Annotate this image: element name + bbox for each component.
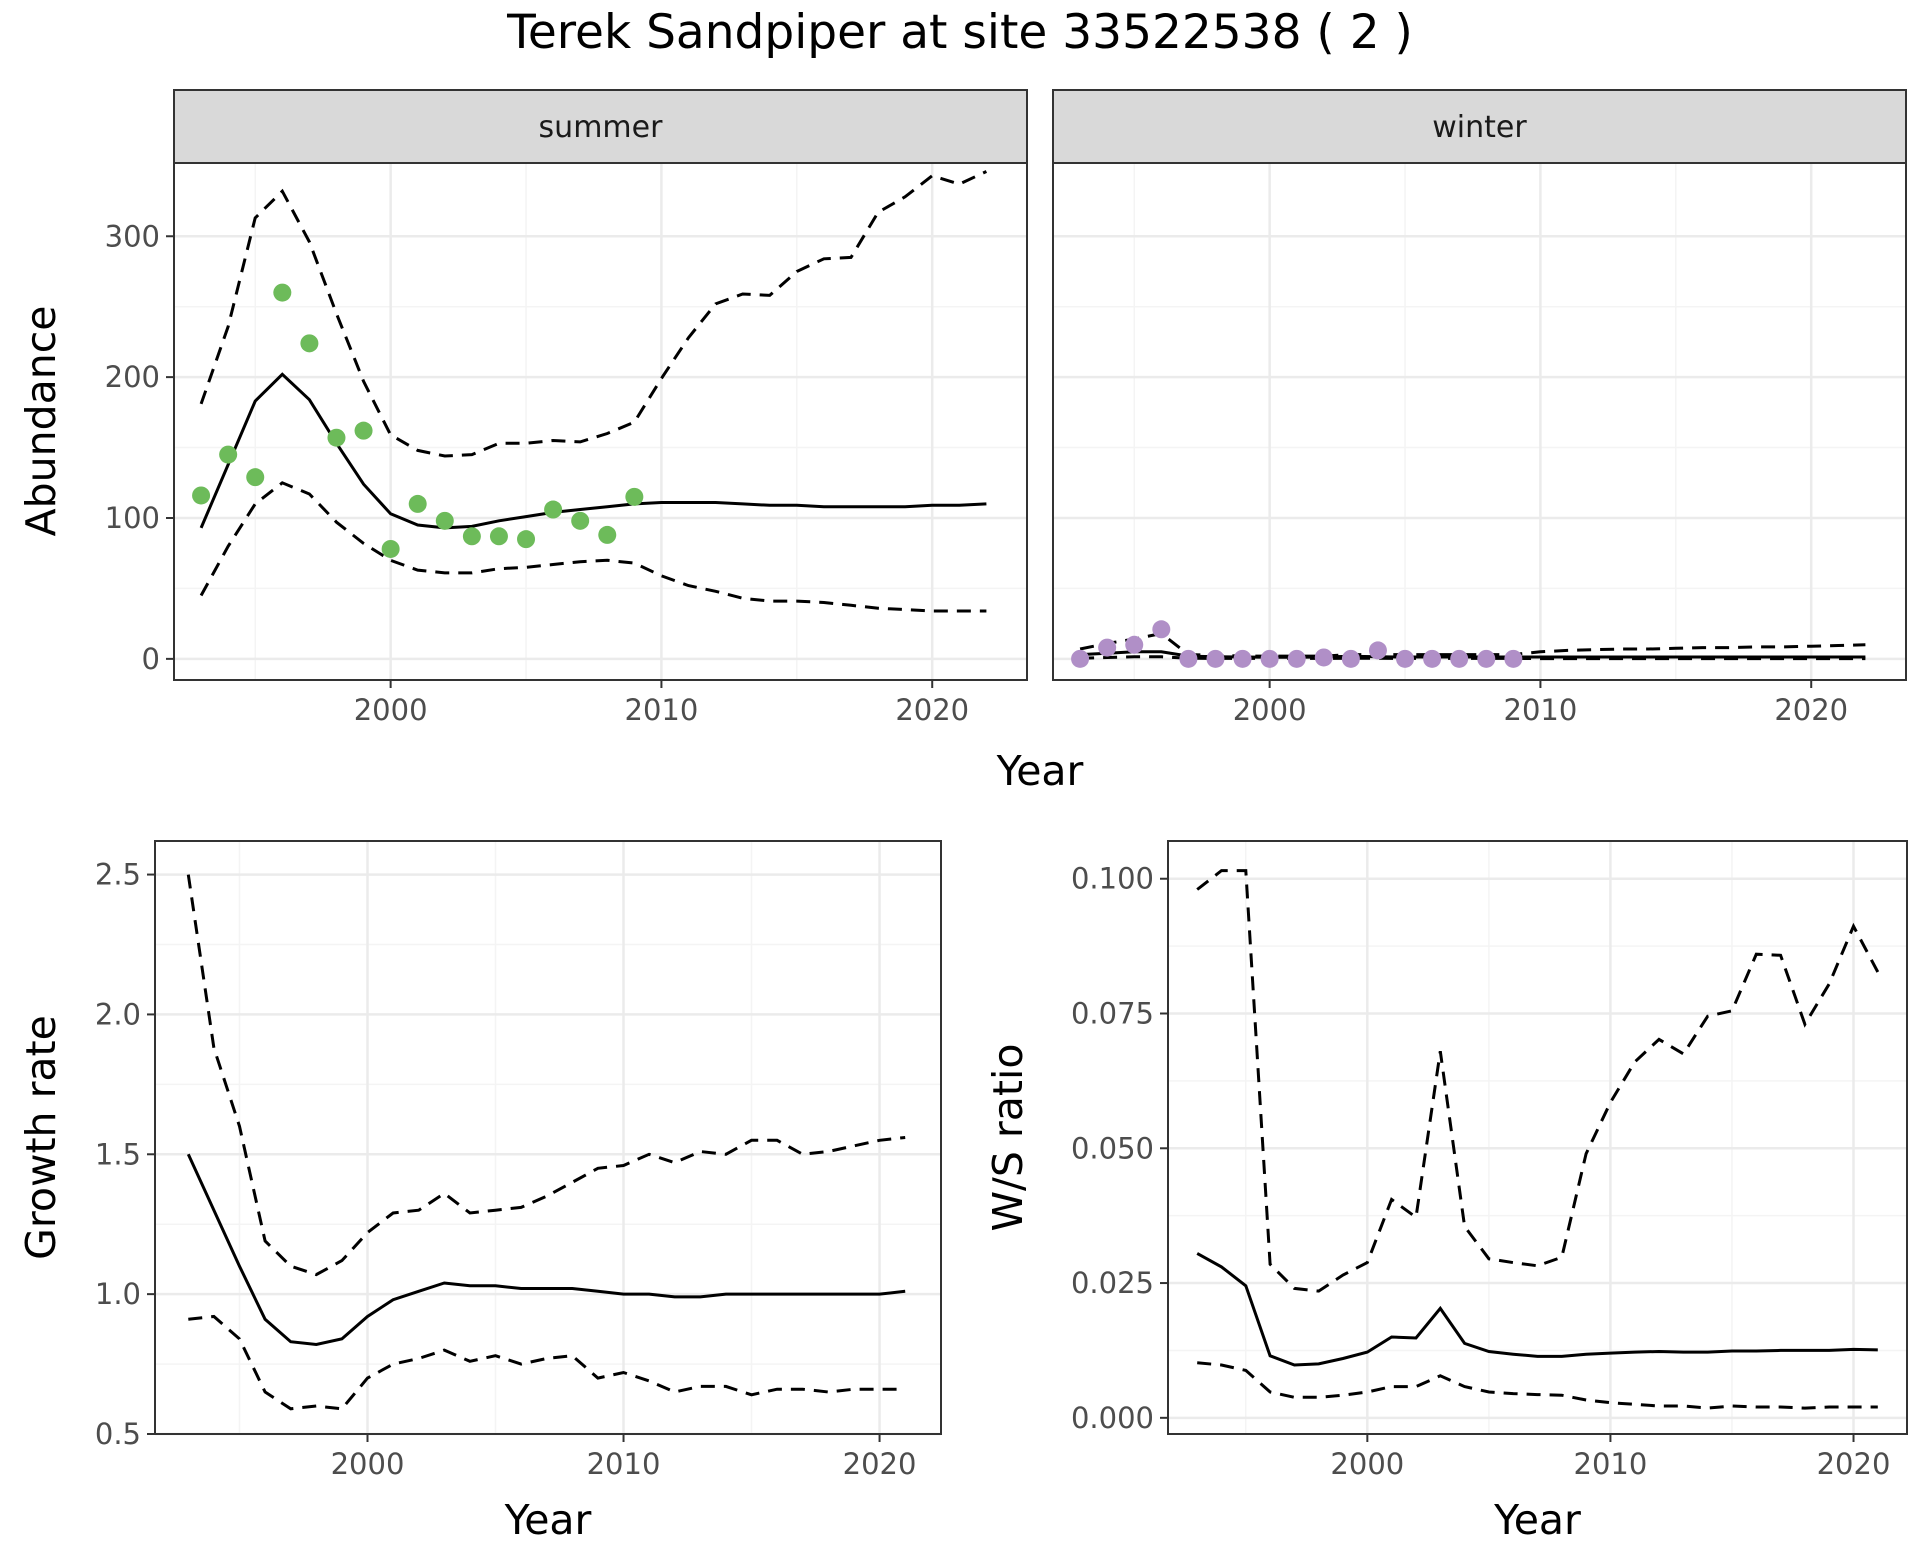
abundance-winter-observed-point	[1287, 649, 1306, 668]
abundance-summer-lower-bound-line	[199, 481, 987, 613]
abundance-winter-observed-point	[1341, 649, 1360, 668]
growth-y-axis-title: Growth rate	[17, 1015, 65, 1260]
abundance-winter-observed-point	[1071, 649, 1090, 668]
growth-lower-bound-line	[188, 1314, 906, 1411]
ratio-y-tick-label: 0.075	[1071, 997, 1154, 1031]
ratio-y-tick-label: 0.050	[1071, 1131, 1154, 1165]
abundance-summer-x-tick-label: 2010	[625, 693, 699, 727]
abundance-summer-observed-point	[571, 511, 590, 530]
growth-y-tick-label: 2.5	[95, 858, 141, 892]
abundance-summer-observed-point	[381, 539, 400, 558]
ratio-y-tick-label: 0.000	[1071, 1401, 1154, 1435]
ratio-y-tick-label: 0.025	[1071, 1266, 1154, 1300]
abundance-winter-x-tick-label: 2000	[1233, 693, 1307, 727]
abundance-summer-x-tick-label: 2000	[354, 693, 428, 727]
abundance-summer-observed-point	[192, 486, 211, 505]
abundance-winter-observed-point	[1504, 649, 1523, 668]
abundance-summer-x-tick-label: 2020	[895, 693, 969, 727]
abundance-winter-observed-point	[1450, 649, 1469, 668]
abundance-winter-observed-point	[1368, 641, 1387, 660]
abundance-winter-observed-point	[1098, 638, 1117, 657]
abundance-winter-strip	[1052, 89, 1907, 164]
abundance-winter-panel: winter 2000 2010 2020	[1052, 89, 1907, 727]
abundance-winter-background	[1053, 163, 1906, 680]
abundance-summer-observed-point	[462, 527, 481, 546]
abundance-winter-observed-point	[1477, 649, 1496, 668]
abundance-y-axis-title: Abundance	[17, 306, 65, 537]
abundance-summer-observed-point	[408, 494, 427, 513]
abundance-winter-x-tick-label: 2020	[1774, 693, 1848, 727]
growth-estimate-line	[186, 1153, 906, 1347]
abundance-winter-observed-point	[1423, 649, 1442, 668]
ratio-estimate-line	[1196, 1252, 1878, 1367]
abundance-winter-observed-point	[1260, 649, 1279, 668]
abundance-x-axis-title: Year	[996, 747, 1084, 795]
ratio-x-tick-label: 2000	[1330, 1447, 1404, 1481]
growth-y-tick-label: 1.5	[95, 1137, 141, 1171]
abundance-summer-strip-label: summer	[539, 110, 664, 145]
ratio-x-tick-label: 2010	[1574, 1447, 1648, 1481]
growth-background	[155, 841, 941, 1434]
abundance-summer-observed-point	[246, 468, 265, 487]
abundance-summer-observed-point	[544, 500, 563, 519]
abundance-winter-observed-point	[1396, 649, 1415, 668]
abundance-summer-background	[174, 163, 1027, 680]
abundance-summer-observed-point	[517, 530, 536, 549]
growth-border	[154, 840, 942, 1435]
abundance-summer-observed-point	[489, 527, 508, 546]
abundance-y-tick-label: 100	[105, 501, 160, 535]
growth-x-tick-label: 2000	[331, 1447, 405, 1481]
growth-x-axis-title: Year	[504, 1496, 592, 1544]
ratio-y-axis-title: W/S ratio	[984, 1044, 1032, 1232]
ratio-lower-bound-line	[1197, 1361, 1878, 1410]
abundance-winter-observed-point	[1314, 648, 1333, 667]
ratio-y-tick-label: 0.100	[1071, 862, 1154, 896]
abundance-summer-observed-point	[300, 334, 319, 353]
abundance-winter-observed-point	[1125, 635, 1144, 654]
ratio-x-axis-title: Year	[1493, 1496, 1581, 1544]
abundance-summer-observed-point	[327, 428, 346, 447]
abundance-y-tick-label: 300	[105, 219, 160, 253]
ratio-border	[1167, 840, 1908, 1435]
growth-x-tick-label: 2020	[843, 1447, 917, 1481]
growth-y-tick-label: 1.0	[95, 1277, 141, 1311]
abundance-summer-upper-bound-line	[199, 170, 988, 458]
ratio-background	[1168, 841, 1907, 1434]
abundance-y-tick-label: 0	[142, 642, 160, 676]
abundance-summer-observed-point	[598, 525, 617, 544]
growth-chart: 2000 2010 2020 0.5 1.0 1.5 2.0 2.5 Year Growth ra…	[17, 840, 942, 1544]
abundance-summer-observed-point	[435, 511, 454, 530]
growth-y-tick-label: 0.5	[95, 1417, 141, 1451]
ratio-chart: 2000 2010 2020 0.000 0.025 0.050 0.075 0.100 Yea…	[984, 840, 1908, 1544]
abundance-winter-x-tick-label: 2010	[1504, 693, 1578, 727]
figure-title: Terek Sandpiper at site 33522538 ( 2 )	[506, 5, 1413, 60]
ratio-x-tick-label: 2020	[1817, 1447, 1891, 1481]
abundance-y-tick-label: 200	[105, 360, 160, 394]
growth-x-tick-label: 2010	[587, 1447, 661, 1481]
abundance-summer-observed-point	[354, 421, 373, 440]
growth-y-tick-label: 2.0	[95, 997, 141, 1031]
abundance-winter-observed-point	[1179, 649, 1198, 668]
abundance-summer-observed-point	[219, 445, 238, 464]
abundance-winter-observed-point	[1152, 620, 1171, 639]
abundance-summer-strip	[173, 89, 1028, 164]
abundance-summer-observed-point	[625, 487, 644, 506]
abundance-winter-strip-label: winter	[1432, 110, 1527, 145]
abundance-summer-observed-point	[273, 283, 292, 302]
abundance-chart: summer 2000 2010 2020 0 100 200 300 winter 2000 20…	[17, 89, 1907, 795]
abundance-winter-observed-point	[1206, 649, 1225, 668]
abundance-winter-observed-point	[1233, 649, 1252, 668]
abundance-summer-panel: summer 2000 2010 2020 0 100 200 300	[105, 89, 1028, 727]
